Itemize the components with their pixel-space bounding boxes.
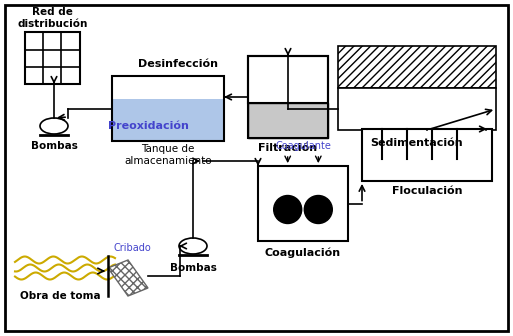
Text: Red de
distribución: Red de distribución: [17, 7, 88, 29]
Text: Filtración: Filtración: [259, 143, 318, 153]
Text: Coagulación: Coagulación: [265, 248, 341, 258]
Text: Floculación: Floculación: [392, 186, 462, 196]
Text: Bombas: Bombas: [170, 263, 216, 273]
Text: Preoxidación: Preoxidación: [108, 121, 188, 131]
Polygon shape: [108, 260, 148, 296]
Bar: [362, 129, 492, 181]
Bar: [25, 32, 80, 84]
Ellipse shape: [40, 118, 68, 134]
Bar: [338, 46, 496, 88]
Text: Bombas: Bombas: [31, 141, 77, 151]
Text: Desinfección: Desinfección: [138, 59, 218, 69]
Text: Coagulante: Coagulante: [275, 141, 331, 151]
Bar: [248, 103, 328, 138]
Bar: [258, 166, 348, 241]
Bar: [112, 99, 224, 141]
Bar: [248, 56, 328, 138]
Circle shape: [304, 196, 332, 223]
Circle shape: [274, 196, 302, 223]
Text: Obra de toma: Obra de toma: [19, 291, 101, 301]
Text: Sedimentación: Sedimentación: [371, 138, 463, 148]
Bar: [338, 88, 496, 130]
Ellipse shape: [179, 238, 207, 254]
Text: Cribado: Cribado: [113, 243, 151, 253]
Bar: [112, 76, 224, 141]
Bar: [248, 56, 328, 103]
Text: Tanque de
almacenamiento: Tanque de almacenamiento: [124, 144, 212, 166]
